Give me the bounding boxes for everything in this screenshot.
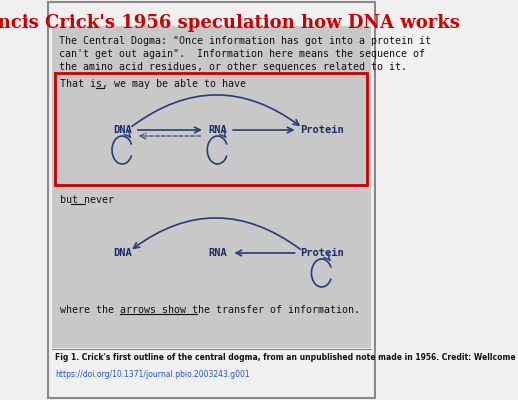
Text: The Central Dogma: "Once information has got into a protein it: The Central Dogma: "Once information has… <box>59 36 430 46</box>
FancyBboxPatch shape <box>49 2 375 398</box>
Text: https://doi.org/10.1371/journal.pbio.2003243.g001: https://doi.org/10.1371/journal.pbio.200… <box>55 370 250 379</box>
FancyBboxPatch shape <box>55 73 367 185</box>
Text: can't get out again".  Information here means the sequence of: can't get out again". Information here m… <box>59 49 425 59</box>
Text: Protein: Protein <box>300 125 343 135</box>
Text: RNA: RNA <box>208 125 227 135</box>
Text: Fig 1. Crick's first outline of the central dogma, from an unpublished note made: Fig 1. Crick's first outline of the cent… <box>55 353 518 362</box>
Text: DNA: DNA <box>113 125 132 135</box>
Text: Protein: Protein <box>300 248 343 258</box>
Text: where the arrows show the transfer of information.: where the arrows show the transfer of in… <box>60 305 360 315</box>
Text: the amino acid residues, or other sequences related to it.: the amino acid residues, or other sequen… <box>59 62 407 72</box>
Text: RNA: RNA <box>208 248 227 258</box>
Text: Francis Crick's 1956 speculation how DNA works: Francis Crick's 1956 speculation how DNA… <box>0 14 459 32</box>
FancyBboxPatch shape <box>52 26 371 348</box>
Text: DNA: DNA <box>113 248 132 258</box>
Text: That is, we may be able to have: That is, we may be able to have <box>60 79 246 89</box>
Text: but never: but never <box>60 195 114 205</box>
FancyBboxPatch shape <box>52 348 371 392</box>
